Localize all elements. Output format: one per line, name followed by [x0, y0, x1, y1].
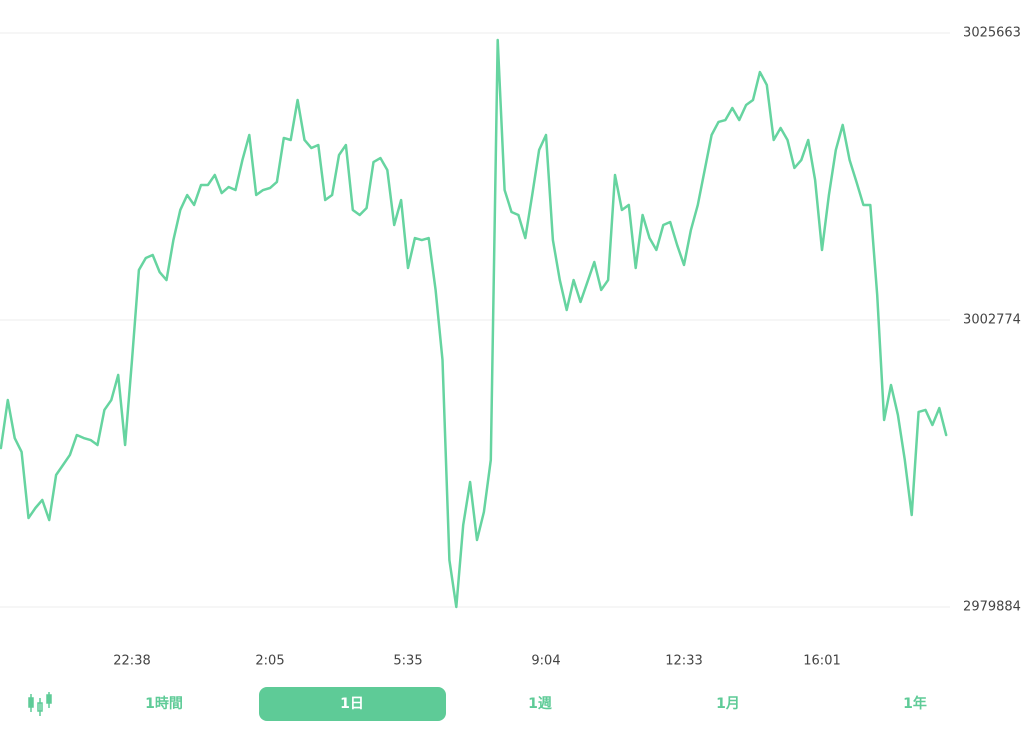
- y-tick-label: 3002774: [963, 312, 1021, 327]
- selected-tab-pill[interactable]: [259, 687, 446, 721]
- x-tick-label: 22:38: [113, 654, 150, 669]
- x-tick-label: 16:01: [803, 654, 840, 669]
- x-tick-label: 9:04: [531, 654, 560, 669]
- time-range-tab[interactable]: 1月: [716, 696, 740, 712]
- tab-label[interactable]: 1月: [716, 696, 740, 712]
- tab-label[interactable]: 1年: [903, 695, 927, 712]
- x-tick-label: 2:05: [255, 654, 284, 669]
- x-tick-label: 12:33: [665, 654, 702, 669]
- tab-label[interactable]: 1週: [528, 696, 552, 712]
- tab-label[interactable]: 1日: [340, 696, 364, 712]
- x-tick-label: 5:35: [393, 654, 422, 669]
- tab-label[interactable]: 1時間: [145, 695, 183, 712]
- time-range-tab[interactable]: 1時間: [145, 695, 183, 712]
- chart-type-icon[interactable]: [28, 692, 52, 716]
- y-tick-label: 3025663: [963, 26, 1021, 41]
- price-line: [0, 38, 948, 609]
- time-range-tab[interactable]: 1年: [903, 695, 927, 712]
- time-range-tab[interactable]: 1週: [528, 696, 552, 712]
- time-range-tab[interactable]: 1日: [259, 687, 446, 721]
- y-tick-label: 2979884: [963, 600, 1021, 615]
